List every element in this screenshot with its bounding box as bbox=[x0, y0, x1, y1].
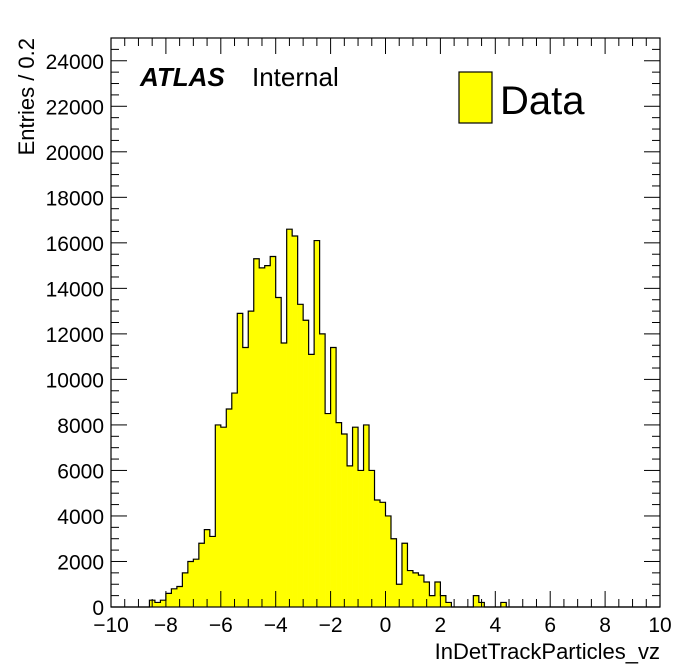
x-tick-label: 4 bbox=[489, 614, 501, 637]
histogram-bar bbox=[215, 424, 222, 607]
y-axis-title: Entries / 0.2 bbox=[14, 38, 39, 155]
y-tick-labels: 0 2000 4000 6000 8000 10000 12000 14000 16000 180… bbox=[46, 51, 104, 620]
histogram-bar bbox=[308, 354, 315, 607]
histogram-bar bbox=[380, 502, 386, 607]
histogram-bar bbox=[270, 256, 276, 607]
x-tick-label: 10 bbox=[648, 614, 671, 637]
histogram-bar bbox=[500, 602, 507, 607]
x-tick-label: 6 bbox=[544, 614, 556, 637]
histogram-bar bbox=[171, 588, 178, 607]
x-tick-label: 8 bbox=[599, 614, 611, 637]
histogram-bar bbox=[275, 297, 282, 607]
histogram-bar bbox=[259, 267, 266, 607]
histogram-bar bbox=[358, 470, 364, 607]
legend-swatch-data bbox=[458, 71, 493, 124]
histogram-bar bbox=[347, 465, 353, 607]
y-tick-label: 4000 bbox=[57, 506, 104, 529]
histogram-bar bbox=[314, 240, 320, 607]
histogram-bar bbox=[434, 581, 441, 607]
y-tick-label: 14000 bbox=[46, 278, 104, 301]
histogram-bar bbox=[198, 543, 205, 607]
atlas-label: ATLAS bbox=[139, 62, 225, 92]
histogram-bar bbox=[303, 320, 309, 607]
histogram-bar bbox=[176, 586, 183, 607]
histogram-bar bbox=[341, 434, 348, 607]
y-tick-label: 20000 bbox=[46, 142, 104, 165]
x-tick-label: −4 bbox=[264, 614, 288, 637]
y-tick-label: 2000 bbox=[57, 551, 104, 574]
x-tick-label: −2 bbox=[319, 614, 343, 637]
y-tick-label: 22000 bbox=[46, 96, 104, 119]
histogram-bar bbox=[445, 602, 452, 607]
y-tick-label: 8000 bbox=[57, 415, 104, 438]
x-tick-labels: −10 −8 −6 −4 −2 0 2 4 6 8 10 bbox=[93, 614, 671, 637]
axis-ticks bbox=[110, 37, 661, 608]
histogram-bar bbox=[292, 236, 298, 607]
histogram-bar bbox=[281, 342, 287, 607]
histogram-bar bbox=[231, 393, 238, 607]
histogram-outline bbox=[111, 228, 660, 608]
x-tick-label: −10 bbox=[93, 614, 129, 637]
legend-label-data: Data bbox=[500, 79, 585, 123]
y-tick-label: 10000 bbox=[46, 369, 104, 392]
histogram-bar bbox=[220, 427, 227, 607]
histogram-bar bbox=[396, 584, 403, 607]
histogram-bar bbox=[363, 424, 370, 607]
x-tick-label: −6 bbox=[209, 614, 233, 637]
histogram-bar bbox=[401, 543, 408, 607]
y-tick-label: 16000 bbox=[46, 233, 104, 256]
histogram-bar bbox=[253, 258, 260, 607]
histogram-bar bbox=[297, 304, 304, 607]
legend: Data bbox=[458, 71, 585, 124]
x-axis-title: InDetTrackParticles_vz bbox=[435, 639, 660, 664]
histogram-bar bbox=[429, 595, 436, 607]
histogram-bar bbox=[418, 575, 425, 607]
histogram-bar bbox=[204, 529, 211, 607]
histogram-bar bbox=[385, 515, 392, 607]
histogram-bar bbox=[165, 593, 172, 607]
histogram-bar bbox=[237, 313, 244, 607]
histogram-bar bbox=[412, 572, 419, 607]
histogram-bar bbox=[390, 538, 397, 607]
internal-label: Internal bbox=[252, 62, 339, 92]
histogram-bar bbox=[369, 470, 375, 607]
histogram-bar bbox=[264, 265, 271, 607]
y-tick-label: 6000 bbox=[57, 460, 104, 483]
histogram-bar bbox=[187, 561, 194, 607]
x-tick-label: −8 bbox=[154, 614, 178, 637]
x-tick-label: 2 bbox=[435, 614, 447, 637]
histogram-bar bbox=[209, 536, 216, 607]
histogram-bar bbox=[407, 570, 414, 607]
y-tick-label: 12000 bbox=[46, 324, 104, 347]
y-tick-label: 24000 bbox=[46, 51, 104, 74]
histogram-bar bbox=[336, 422, 342, 607]
histogram-bar bbox=[160, 600, 167, 607]
histogram-bars bbox=[149, 229, 507, 607]
histogram-bar bbox=[325, 413, 331, 607]
histogram-bar bbox=[423, 581, 430, 607]
histogram-bar bbox=[352, 427, 359, 607]
histogram-bar bbox=[286, 229, 293, 607]
histogram-bar bbox=[182, 572, 189, 607]
histogram-bar bbox=[440, 595, 447, 607]
histogram-bar bbox=[248, 311, 255, 607]
histogram-bar bbox=[226, 408, 233, 607]
x-tick-label: 0 bbox=[380, 614, 392, 637]
histogram-bar bbox=[374, 500, 381, 607]
histogram-bar bbox=[154, 602, 161, 607]
histogram-bar bbox=[473, 595, 480, 607]
histogram-bar bbox=[330, 347, 337, 607]
histogram-bar bbox=[319, 333, 326, 607]
y-tick-label: 0 bbox=[92, 597, 104, 620]
y-tick-label: 18000 bbox=[46, 187, 104, 210]
histogram-bar bbox=[193, 559, 200, 607]
histogram-bar bbox=[242, 347, 249, 607]
